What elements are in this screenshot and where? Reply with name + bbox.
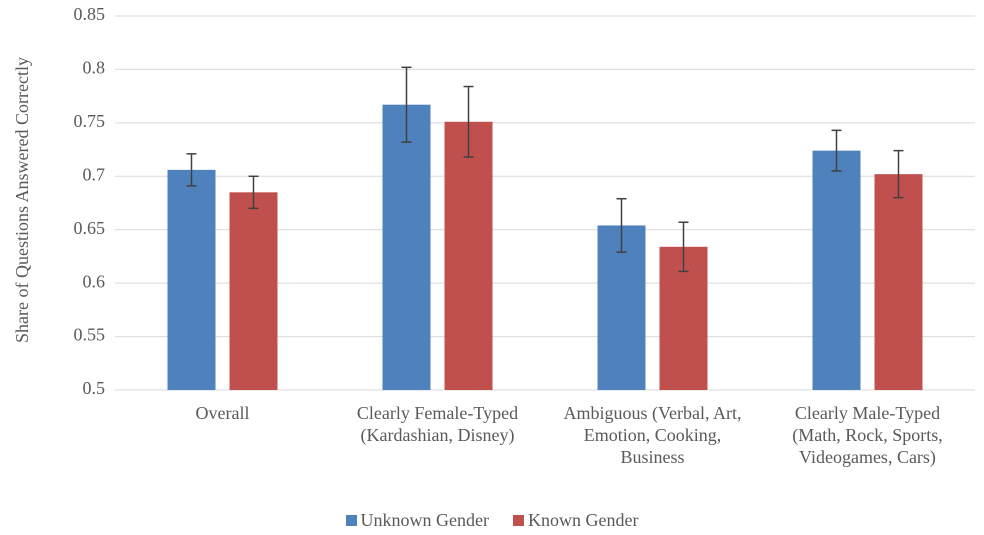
y-tick-label: 0.75	[74, 111, 106, 131]
bar	[444, 121, 493, 390]
error-bar	[463, 85, 474, 158]
bar	[382, 104, 431, 390]
legend: Unknown Gender Known Gender	[0, 510, 984, 531]
y-tick-label: 0.6	[83, 271, 106, 291]
error-bar	[186, 153, 197, 187]
x-tick-label: Clearly Female-Typed (Kardashian, Disney…	[356, 403, 519, 445]
legend-item: Unknown Gender	[345, 510, 489, 531]
error-bar	[678, 221, 689, 273]
error-bar	[248, 175, 259, 210]
legend-swatch	[345, 515, 357, 526]
error-bar	[616, 197, 627, 253]
error-bar	[831, 129, 842, 172]
legend-item: Known Gender	[513, 510, 638, 531]
y-tick-label: 0.7	[83, 164, 106, 184]
bar	[812, 150, 861, 390]
bar	[167, 169, 216, 390]
y-tick-label: 0.65	[74, 218, 106, 238]
legend-swatch	[513, 515, 524, 526]
bar	[229, 192, 278, 390]
error-bar	[401, 66, 412, 143]
y-tick-label: 0.8	[83, 58, 106, 78]
x-tick-label: Ambiguous (Verbal, Art, Emotion, Cooking…	[563, 403, 742, 467]
legend-label: Unknown Gender	[360, 510, 489, 530]
legend-label: Known Gender	[528, 510, 639, 530]
y-tick-label: 0.85	[74, 4, 106, 24]
bar	[874, 174, 923, 390]
x-tick-label: Clearly Male-Typed (Math, Rock, Sports, …	[792, 403, 943, 467]
y-axis-label: Share of Questions Answered Correctly	[12, 57, 32, 343]
y-tick-label: 0.5	[83, 378, 106, 398]
x-tick-label: Overall	[195, 403, 250, 423]
error-bar	[893, 149, 904, 199]
y-tick-label: 0.55	[74, 325, 106, 345]
